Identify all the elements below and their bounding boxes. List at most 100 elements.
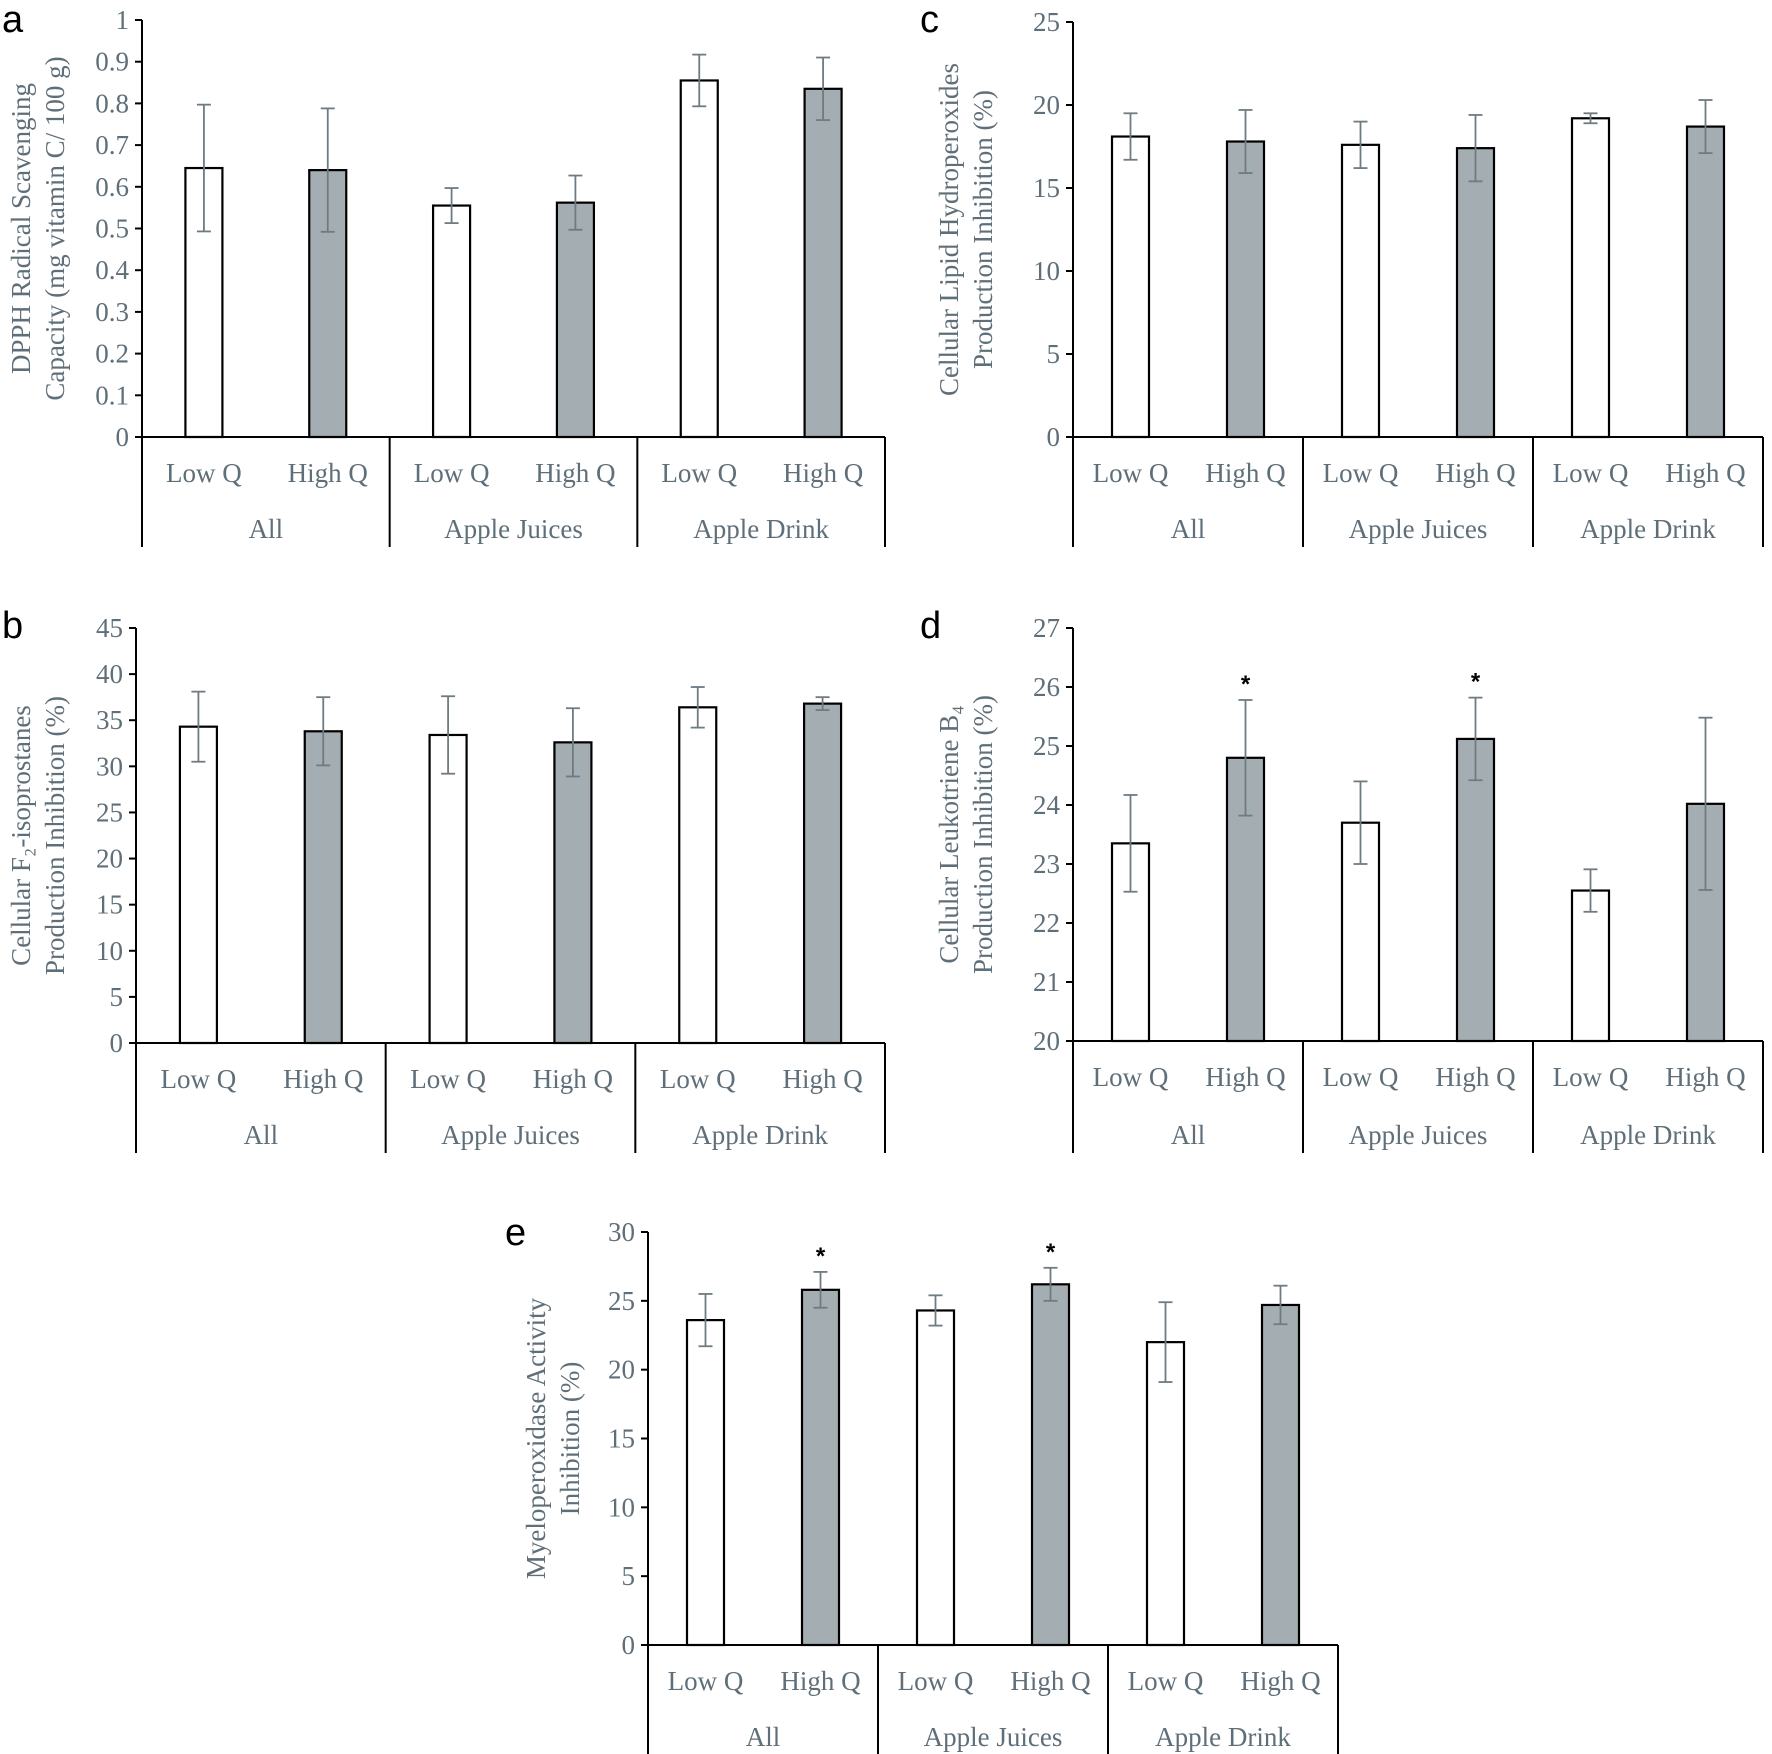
y-tick-label: 35 [96, 705, 123, 735]
bar-low-q [178, 725, 219, 1045]
category-label: High Q [1665, 458, 1746, 488]
y-axis-title: DPPH Radical Scavenging [6, 83, 36, 374]
y-axis-title: Cellular F₂-isoprostanes [6, 705, 36, 966]
group-label: All [244, 1120, 279, 1150]
category-label: Low Q [1093, 458, 1169, 488]
group-label: All [746, 1722, 781, 1752]
group-label: Apple Drink [1155, 1722, 1291, 1752]
category-label: Low Q [898, 1666, 974, 1696]
bar-low-q [1145, 1341, 1186, 1647]
y-axis-title: Production Inhibition (%) [40, 696, 70, 975]
group-label: All [249, 514, 284, 544]
bar-high-q [1455, 147, 1496, 439]
chart-panel-c: c Cellular Lipid Hydroperoxides Production… [920, 0, 1764, 547]
chart-panel-b: b Cellular F₂-isoprostanes Production Inhi… [2, 605, 886, 1153]
y-tick-label: 0.8 [95, 88, 129, 118]
category-label: High Q [1435, 458, 1516, 488]
group-label: Apple Drink [1580, 514, 1716, 544]
bar-high-q [1455, 737, 1496, 1043]
y-tick-label: 22 [1033, 908, 1060, 938]
category-label: High Q [780, 1666, 861, 1696]
y-tick-label: 20 [1033, 90, 1060, 120]
category-label: High Q [783, 458, 864, 488]
y-tick-label: 0 [110, 1028, 124, 1058]
bar-low-q [679, 79, 719, 439]
y-axis-title: Inhibition (%) [555, 1362, 585, 1516]
category-label: Low Q [1323, 1062, 1399, 1092]
y-tick-label: 0.7 [95, 130, 129, 160]
y-tick-label: 15 [96, 890, 123, 920]
y-tick-label: 26 [1033, 672, 1060, 702]
category-label: Low Q [1323, 458, 1399, 488]
bar-low-q [1570, 889, 1611, 1043]
y-tick-label: 0.9 [95, 47, 129, 77]
y-tick-label: 5 [1047, 339, 1061, 369]
y-axis-title: Capacity (mg vitamin C/ 100 g) [40, 56, 70, 400]
y-axis-title: Production Inhibition (%) [968, 90, 998, 369]
y-tick-label: 0.6 [95, 172, 129, 202]
y-tick-label: 10 [96, 936, 123, 966]
y-tick-label: 30 [96, 751, 123, 781]
y-tick-label: 10 [608, 1492, 635, 1522]
y-tick-label: 0.3 [95, 297, 129, 327]
category-label: Low Q [661, 458, 737, 488]
panel-letter: c [920, 0, 939, 41]
y-tick-label: 40 [96, 659, 123, 689]
category-label: High Q [533, 1064, 614, 1094]
bar-low-q [431, 204, 472, 439]
category-label: High Q [1205, 458, 1286, 488]
y-tick-label: 23 [1033, 849, 1060, 879]
category-label: Low Q [161, 1064, 237, 1094]
y-tick-label: 45 [96, 613, 123, 643]
group-label: Apple Drink [1580, 1120, 1716, 1150]
y-tick-label: 0.1 [95, 380, 129, 410]
y-tick-label: 0 [622, 1630, 636, 1660]
significance-marker: * [1046, 1239, 1056, 1266]
bar-high-q [1225, 140, 1266, 439]
chart-panel-a: a DPPH Radical Scavenging Capacity (mg vit… [2, 0, 886, 547]
y-tick-label: 20 [1033, 1026, 1060, 1056]
panel-letter: e [505, 1212, 526, 1254]
bar-high-q [802, 702, 843, 1045]
y-tick-label: 0 [116, 422, 130, 452]
panel-letter: d [920, 605, 941, 647]
y-tick-label: 5 [622, 1561, 636, 1591]
bar-high-q [303, 730, 343, 1045]
group-label: Apple Juices [444, 514, 583, 544]
group-label: Apple Juices [1349, 514, 1488, 544]
y-tick-label: 15 [1033, 173, 1060, 203]
y-axis-title: Cellular Leukotriene B₄ [934, 705, 964, 963]
category-label: Low Q [410, 1064, 486, 1094]
category-label: Low Q [1553, 458, 1629, 488]
bar-high-q [1260, 1303, 1301, 1647]
significance-marker: * [1471, 669, 1481, 696]
bar-high-q [800, 1288, 841, 1647]
category-label: High Q [535, 458, 616, 488]
y-tick-label: 27 [1033, 613, 1060, 643]
category-label: High Q [1240, 1666, 1321, 1696]
bar-high-q [1030, 1283, 1071, 1647]
category-label: High Q [1205, 1062, 1286, 1092]
y-tick-label: 24 [1033, 790, 1061, 820]
chart-panel-e: e Myeloperoxidase Activity Inhibition (%) 0… [505, 1212, 1339, 1754]
bar-low-q [1340, 143, 1381, 439]
category-label: Low Q [414, 458, 490, 488]
y-tick-label: 0.2 [95, 339, 129, 369]
category-label: Low Q [166, 458, 242, 488]
bar-high-q [553, 741, 593, 1045]
y-tick-label: 25 [96, 797, 123, 827]
y-tick-label: 0.4 [95, 255, 129, 285]
y-tick-label: 25 [1033, 7, 1060, 37]
y-axis-title: Cellular Lipid Hydroperoxides [934, 63, 964, 396]
y-tick-label: 0.5 [95, 214, 129, 244]
category-label: Low Q [668, 1666, 744, 1696]
y-tick-label: 25 [1033, 731, 1060, 761]
group-label: Apple Drink [692, 1120, 828, 1150]
category-label: High Q [1010, 1666, 1091, 1696]
y-tick-label: 5 [110, 982, 124, 1012]
group-label: Apple Juices [924, 1722, 1063, 1752]
category-label: Low Q [1553, 1062, 1629, 1092]
group-label: Apple Juices [441, 1120, 580, 1150]
category-label: High Q [782, 1064, 863, 1094]
